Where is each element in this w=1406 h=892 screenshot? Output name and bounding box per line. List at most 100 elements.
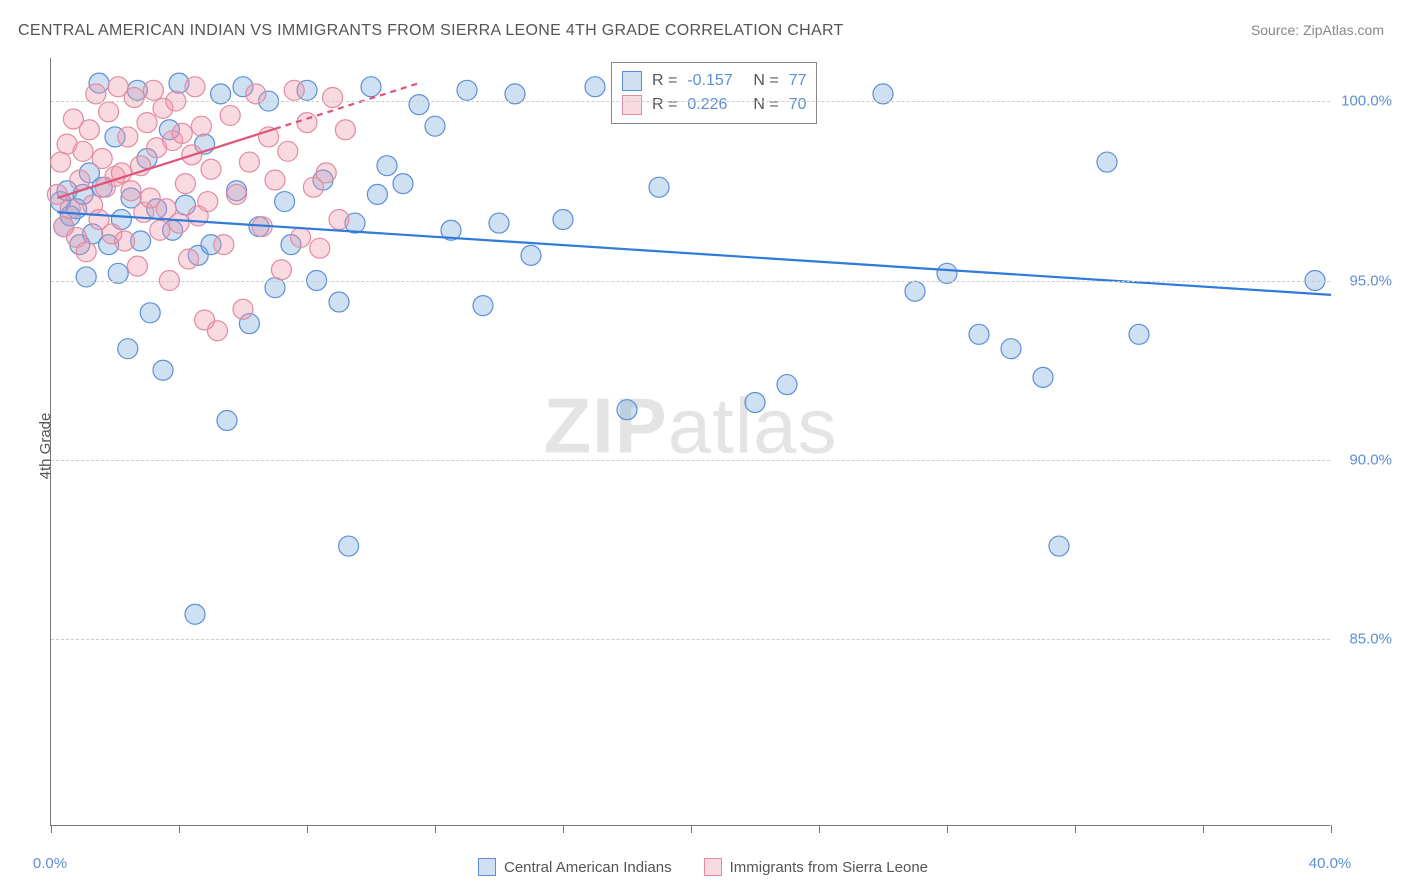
x-tick [51, 825, 52, 833]
chart-title: CENTRAL AMERICAN INDIAN VS IMMIGRANTS FR… [18, 22, 844, 40]
stats-n-value: 70 [789, 96, 807, 114]
data-point [275, 192, 295, 212]
data-point [239, 152, 259, 172]
data-point [73, 141, 93, 161]
chart-source: Source: ZipAtlas.com [1251, 22, 1384, 38]
x-tick [179, 825, 180, 833]
data-point [124, 87, 144, 107]
gridline [51, 639, 1330, 640]
data-point [115, 231, 135, 251]
stats-r-value: 0.226 [687, 96, 743, 114]
correlation-stats-box: R = -0.157 N = 77R = 0.226 N = 70 [611, 62, 817, 124]
data-point [745, 393, 765, 413]
data-point [457, 80, 477, 100]
data-point [70, 170, 90, 190]
data-point [76, 267, 96, 287]
x-tick [435, 825, 436, 833]
data-point [361, 77, 381, 97]
y-tick-label: 85.0% [1349, 631, 1392, 648]
data-point [585, 77, 605, 97]
stats-swatch [622, 95, 642, 115]
data-point [198, 192, 218, 212]
data-point [51, 152, 71, 172]
data-point [207, 321, 227, 341]
stats-n-label: N = [753, 72, 778, 90]
data-point [99, 102, 119, 122]
x-tick [563, 825, 564, 833]
data-point [284, 80, 304, 100]
x-tick [1075, 825, 1076, 833]
data-point [175, 174, 195, 194]
bottom-legend: Central American Indians Immigrants from … [0, 858, 1406, 876]
chart-svg [51, 58, 1330, 825]
y-tick-label: 90.0% [1349, 451, 1392, 468]
gridline [51, 101, 1330, 102]
data-point [310, 238, 330, 258]
data-point [291, 227, 311, 247]
data-point [214, 235, 234, 255]
data-point [1033, 367, 1053, 387]
y-tick-label: 95.0% [1349, 272, 1392, 289]
data-point [473, 296, 493, 316]
data-point [271, 260, 291, 280]
data-point [118, 339, 138, 359]
data-point [1049, 536, 1069, 556]
data-point [297, 113, 317, 133]
data-point [143, 80, 163, 100]
data-point [777, 375, 797, 395]
data-point [140, 303, 160, 323]
data-point [127, 256, 147, 276]
stats-n-value: 77 [789, 72, 807, 90]
data-point [1129, 324, 1149, 344]
data-point [489, 213, 509, 233]
y-tick-label: 100.0% [1341, 93, 1392, 110]
stats-row: R = -0.157 N = 77 [622, 69, 806, 93]
data-point [969, 324, 989, 344]
x-tick [947, 825, 948, 833]
stats-r-label: R = [652, 72, 677, 90]
data-point [92, 148, 112, 168]
data-point [316, 163, 336, 183]
data-point [79, 120, 99, 140]
data-point [185, 77, 205, 97]
x-tick [307, 825, 308, 833]
data-point [185, 604, 205, 624]
chart-container: CENTRAL AMERICAN INDIAN VS IMMIGRANTS FR… [0, 0, 1406, 892]
data-point [278, 141, 298, 161]
data-point [329, 209, 349, 229]
data-point [425, 116, 445, 136]
data-point [227, 184, 247, 204]
x-tick [819, 825, 820, 833]
x-tick [691, 825, 692, 833]
data-point [172, 123, 192, 143]
gridline [51, 460, 1330, 461]
legend-swatch [478, 858, 496, 876]
data-point [191, 116, 211, 136]
stats-n-label: N = [753, 96, 778, 114]
data-point [1001, 339, 1021, 359]
data-point [617, 400, 637, 420]
legend-item: Central American Indians [478, 858, 672, 876]
data-point [521, 245, 541, 265]
data-point [220, 105, 240, 125]
data-point [377, 156, 397, 176]
x-tick-label: 40.0% [1309, 855, 1352, 872]
gridline [51, 281, 1330, 282]
data-point [367, 184, 387, 204]
data-point [169, 213, 189, 233]
data-point [1097, 152, 1117, 172]
data-point [118, 127, 138, 147]
data-point [137, 113, 157, 133]
data-point [905, 281, 925, 301]
data-point [217, 410, 237, 430]
data-point [150, 220, 170, 240]
data-point [265, 170, 285, 190]
plot-area: ZIPatlas R =-0.157N =77R =0.226N =70 85.… [50, 58, 1330, 826]
data-point [329, 292, 349, 312]
stats-row: R =0.226N =70 [622, 93, 806, 117]
legend-item: Immigrants from Sierra Leone [704, 858, 928, 876]
stats-r-value: -0.157 [687, 72, 743, 90]
data-point [339, 536, 359, 556]
data-point [649, 177, 669, 197]
x-tick [1203, 825, 1204, 833]
